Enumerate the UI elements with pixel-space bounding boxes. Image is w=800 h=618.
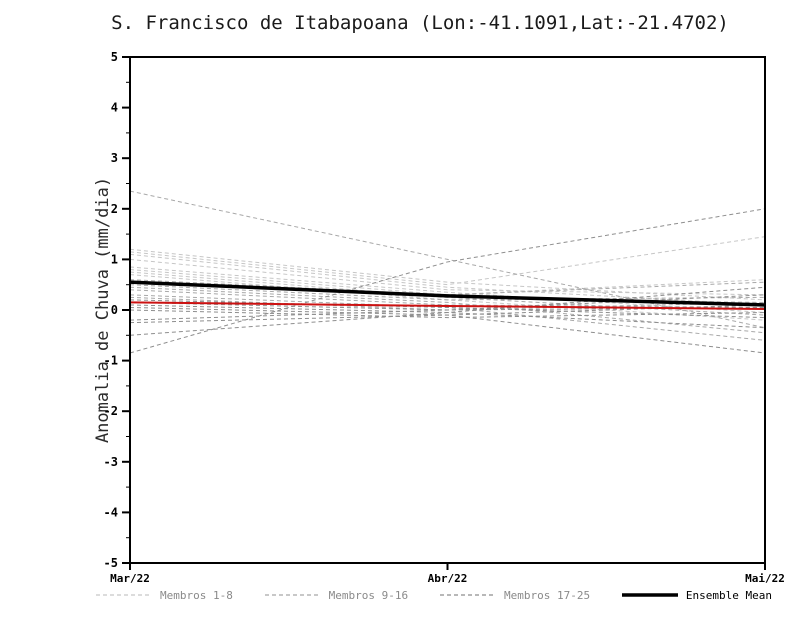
legend-line-sample	[96, 594, 152, 596]
member-line-21	[129, 299, 766, 319]
y-tick-label: -4	[104, 505, 118, 519]
member-line-19	[129, 314, 766, 354]
member-line-12	[129, 284, 766, 301]
x-tick-label: Mai/22	[745, 572, 785, 585]
legend-line-sample	[621, 593, 678, 597]
legend-label: Ensemble Mean	[685, 588, 772, 602]
y-tick-label: -2	[104, 404, 118, 418]
y-tick-label: -3	[104, 455, 118, 469]
legend-item-3: Membros 17-25	[439, 589, 590, 602]
red-highlight-line	[129, 301, 766, 310]
y-tick-label: 1	[111, 252, 118, 266]
legend-item-1: Membros 1-8	[95, 589, 233, 602]
legend-item-2: Membros 9-16	[264, 589, 408, 602]
member-line-14	[129, 289, 766, 308]
member-line-23	[129, 304, 766, 329]
member-line-3	[129, 253, 766, 306]
member-line-5	[129, 266, 766, 314]
legend-item-4: Ensemble Mean	[621, 589, 772, 602]
y-tick-label: -1	[104, 354, 118, 368]
member-line-2	[129, 236, 766, 286]
legend-label: Membros 1-8	[160, 588, 233, 602]
chart-title: S. Francisco de Itabapoana (Lon:-41.1091…	[111, 12, 729, 34]
member-line-13	[129, 286, 766, 334]
member-line-25	[129, 309, 766, 319]
member-line-1	[129, 248, 766, 301]
legend-label: Membros 9-16	[328, 588, 409, 602]
member-line-24	[129, 304, 766, 316]
y-tick-label: -5	[104, 556, 118, 570]
member-line-17	[129, 208, 766, 354]
legend-line-sample	[264, 594, 321, 596]
x-tick-label: Mar/22	[110, 572, 150, 585]
member-line-4	[129, 258, 766, 296]
y-tick-label: 2	[111, 202, 118, 216]
y-tick-label: 5	[111, 50, 118, 64]
legend-label: Membros 17-25	[503, 588, 591, 602]
y-tick-label: 4	[111, 101, 118, 115]
member-line-22	[129, 301, 766, 311]
member-line-6	[129, 269, 766, 296]
ensemble-mean-line	[129, 280, 766, 307]
member-line-9	[129, 190, 766, 329]
y-tick-label: 3	[111, 151, 118, 165]
x-tick-label: Abr/22	[428, 572, 468, 585]
legend: Membros 1-8 Membros 9-16 Membros 17-25 Ense…	[95, 584, 772, 606]
legend-line-sample	[439, 594, 496, 596]
y-tick-label: 0	[111, 303, 118, 317]
